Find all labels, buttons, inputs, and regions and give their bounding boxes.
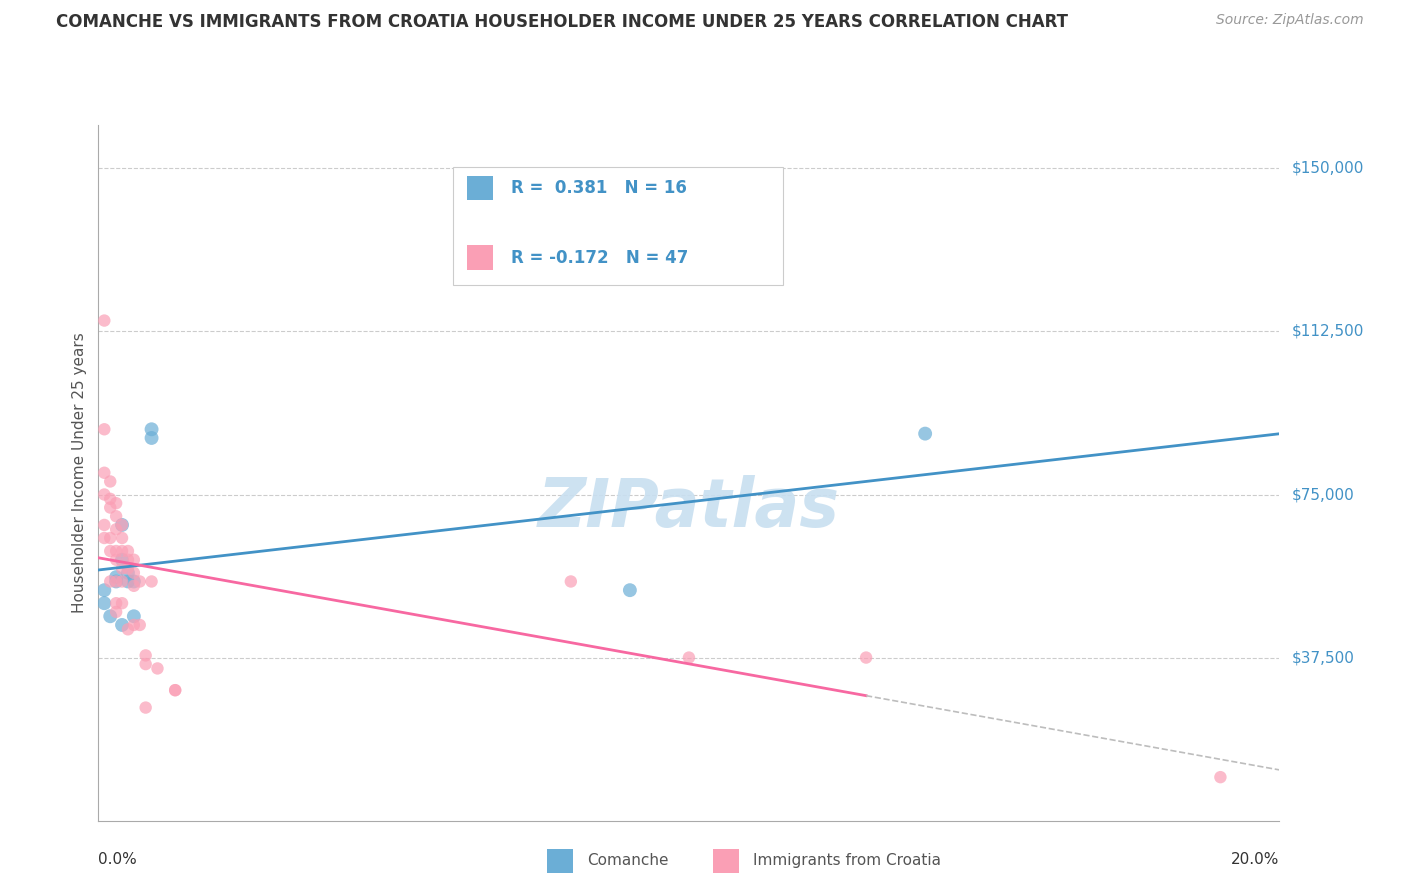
Point: [141, 422, 163, 436]
Point: [111, 596, 134, 610]
Point: [105, 574, 128, 589]
Point: [111, 618, 134, 632]
Point: [93, 583, 115, 598]
Bar: [713, 848, 738, 872]
Point: [128, 618, 150, 632]
Text: Immigrants from Croatia: Immigrants from Croatia: [752, 854, 941, 868]
Point: [93, 487, 115, 501]
Point: [165, 683, 187, 698]
Point: [122, 552, 145, 567]
Point: [93, 466, 115, 480]
Point: [141, 574, 163, 589]
Point: [111, 517, 134, 532]
Bar: [453, 167, 783, 285]
Point: [117, 544, 139, 558]
Bar: [467, 176, 494, 200]
Point: [105, 544, 128, 558]
Point: [678, 650, 700, 665]
Point: [117, 552, 139, 567]
Point: [135, 700, 157, 714]
Y-axis label: Householder Income Under 25 years: Householder Income Under 25 years: [72, 333, 87, 613]
Text: $150,000: $150,000: [1291, 161, 1364, 176]
Point: [111, 517, 134, 532]
Point: [122, 609, 145, 624]
Point: [105, 522, 128, 536]
Text: $37,500: $37,500: [1291, 650, 1354, 665]
Point: [117, 561, 139, 575]
Point: [93, 422, 115, 436]
Point: [98, 609, 121, 624]
Point: [93, 596, 115, 610]
Point: [619, 583, 641, 598]
Text: COMANCHE VS IMMIGRANTS FROM CROATIA HOUSEHOLDER INCOME UNDER 25 YEARS CORRELATIO: COMANCHE VS IMMIGRANTS FROM CROATIA HOUS…: [56, 13, 1069, 31]
Point: [105, 605, 128, 619]
Point: [855, 650, 877, 665]
Point: [93, 517, 115, 532]
Text: $112,500: $112,500: [1291, 324, 1364, 339]
Point: [111, 552, 134, 567]
Point: [117, 574, 139, 589]
Text: Source: ZipAtlas.com: Source: ZipAtlas.com: [1216, 13, 1364, 28]
Bar: [547, 848, 574, 872]
Point: [122, 566, 145, 580]
Point: [93, 313, 115, 327]
Point: [98, 491, 121, 506]
Point: [165, 683, 187, 698]
Point: [122, 574, 145, 589]
Point: [135, 648, 157, 663]
Point: [111, 544, 134, 558]
Point: [111, 561, 134, 575]
Point: [105, 574, 128, 589]
Point: [146, 661, 169, 675]
Bar: [467, 245, 494, 269]
Text: 0.0%: 0.0%: [98, 852, 138, 867]
Point: [560, 574, 582, 589]
Point: [93, 531, 115, 545]
Point: [122, 618, 145, 632]
Text: 20.0%: 20.0%: [1232, 852, 1279, 867]
Point: [105, 570, 128, 584]
Text: $75,000: $75,000: [1291, 487, 1354, 502]
Point: [98, 574, 121, 589]
Point: [111, 531, 134, 545]
Point: [141, 431, 163, 445]
Point: [1209, 770, 1232, 784]
Point: [105, 496, 128, 510]
Point: [98, 531, 121, 545]
Point: [105, 596, 128, 610]
Point: [122, 579, 145, 593]
Text: R =  0.381   N = 16: R = 0.381 N = 16: [510, 179, 686, 197]
Point: [135, 657, 157, 671]
Point: [914, 426, 936, 441]
Text: Comanche: Comanche: [588, 854, 669, 868]
Point: [98, 544, 121, 558]
Point: [128, 574, 150, 589]
Text: R = -0.172   N = 47: R = -0.172 N = 47: [510, 249, 688, 267]
Point: [117, 623, 139, 637]
Point: [105, 509, 128, 524]
Point: [98, 500, 121, 515]
Point: [105, 552, 128, 567]
Point: [111, 574, 134, 589]
Text: ZIPatlas: ZIPatlas: [538, 475, 839, 541]
Point: [117, 566, 139, 580]
Point: [98, 475, 121, 489]
